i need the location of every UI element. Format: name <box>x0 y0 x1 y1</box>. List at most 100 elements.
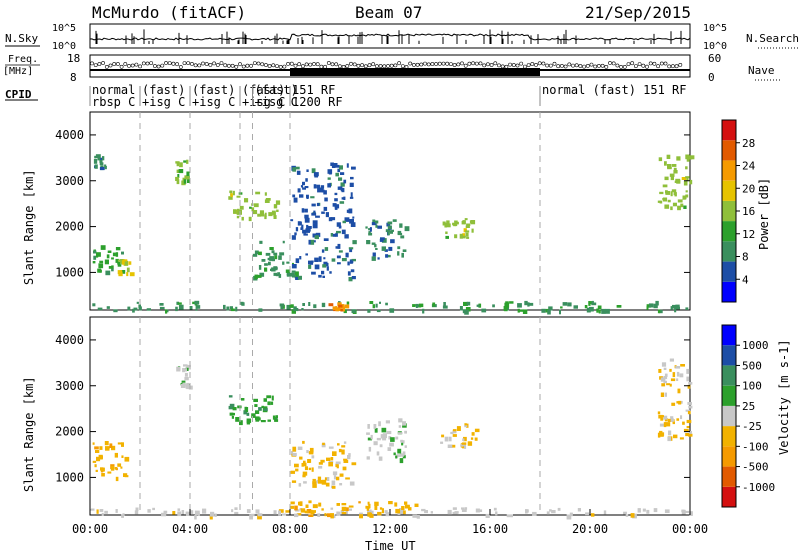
freq-panel: Freq. [MHz] 18 8 60 0 Nave <box>3 52 780 84</box>
echo-cell <box>566 514 572 520</box>
echo-cell <box>349 481 355 486</box>
echo-cell <box>257 417 261 421</box>
echo-cell <box>133 307 138 311</box>
echo-cell <box>286 304 291 310</box>
echo-cell <box>402 454 406 459</box>
echo-cell <box>350 176 354 180</box>
echo-cell <box>345 510 348 515</box>
echo-cell <box>670 378 676 382</box>
echo-cell <box>286 272 290 276</box>
echo-cell <box>344 304 350 309</box>
echo-cell <box>657 411 661 415</box>
echo-cell <box>562 302 568 306</box>
echo-cell <box>303 481 307 484</box>
echo-cell <box>350 269 355 273</box>
nave-marker <box>415 62 420 67</box>
echo-cell <box>475 508 480 513</box>
nave-marker <box>667 64 672 69</box>
nave-marker <box>134 62 139 67</box>
echo-cell <box>404 226 410 232</box>
echo-cell <box>349 249 353 253</box>
echo-cell <box>261 405 264 408</box>
echo-cell <box>184 376 189 381</box>
echo-cell <box>465 225 470 228</box>
echo-cell <box>314 221 318 224</box>
echo-cell <box>337 262 341 265</box>
echo-cell <box>325 212 329 218</box>
echo-cell <box>314 264 320 270</box>
echo-cell <box>179 162 183 168</box>
echo-cell <box>686 419 692 424</box>
nave-marker <box>511 63 516 67</box>
echo-cell <box>390 239 395 244</box>
echo-cell <box>316 184 320 189</box>
cpid-entry-line1: (fast) <box>255 83 298 97</box>
echo-cell <box>330 457 334 461</box>
echo-cell <box>341 258 347 262</box>
echo-cell <box>255 416 260 422</box>
echo-cell <box>375 303 378 308</box>
echo-cell <box>379 507 383 510</box>
echo-cell <box>525 509 529 513</box>
nave-marker <box>663 61 668 66</box>
echo-cell <box>230 308 235 312</box>
echo-cell <box>346 301 350 305</box>
echo-cell <box>244 406 247 411</box>
echo-cell <box>381 508 384 514</box>
nave-marker <box>204 62 209 66</box>
echo-cell <box>401 506 405 510</box>
echo-cell <box>664 392 667 397</box>
y-tick-label: 2000 <box>55 425 84 439</box>
echo-cell <box>226 306 230 311</box>
velocity-y-ticks: 1000 2000 3000 4000 <box>55 333 690 484</box>
echo-cell <box>687 411 691 415</box>
echo-cell <box>159 303 164 306</box>
nave-marker <box>419 62 424 67</box>
echo-cell <box>345 252 349 258</box>
echo-cell <box>235 417 240 422</box>
echo-cell <box>667 164 672 168</box>
echo-cell <box>324 477 329 481</box>
echo-cell <box>331 258 336 262</box>
echo-cell <box>380 434 384 439</box>
echo-cell <box>275 267 278 270</box>
echo-cell <box>93 255 97 260</box>
echo-cell <box>688 382 693 385</box>
echo-cell <box>591 300 594 304</box>
echo-cell <box>279 252 285 256</box>
echo-cell <box>183 368 187 372</box>
nave-marker <box>304 62 309 67</box>
nave-marker <box>589 62 594 67</box>
echo-cell <box>273 510 277 515</box>
nave-marker <box>145 61 150 66</box>
colorbar-segment <box>722 180 736 201</box>
echo-cell <box>397 232 403 236</box>
echo-cell <box>416 304 420 307</box>
echo-cell <box>456 426 461 431</box>
echo-cell <box>467 441 473 446</box>
echo-cell <box>368 232 373 236</box>
echo-cell <box>175 306 178 312</box>
echo-cell <box>308 500 312 504</box>
nave-marker <box>656 64 661 69</box>
colorbar-segment <box>722 345 736 366</box>
echo-cell <box>301 463 304 467</box>
echo-cell <box>315 215 320 218</box>
echo-cell <box>316 203 320 207</box>
echo-cell <box>231 415 234 419</box>
echo-cell <box>462 220 466 225</box>
echo-cell <box>603 510 607 515</box>
echo-cell <box>381 246 386 251</box>
echo-cell <box>278 273 282 278</box>
echo-cell <box>100 467 104 471</box>
echo-cell <box>560 306 563 309</box>
echo-cell <box>623 511 627 515</box>
nave-marker <box>537 61 542 66</box>
echo-cell <box>376 451 380 456</box>
echo-cell <box>265 252 271 256</box>
nave-marker <box>326 61 331 65</box>
echo-cell <box>326 266 329 271</box>
echo-cell <box>299 508 302 511</box>
echo-cell <box>182 382 186 387</box>
echo-cell <box>504 302 510 308</box>
